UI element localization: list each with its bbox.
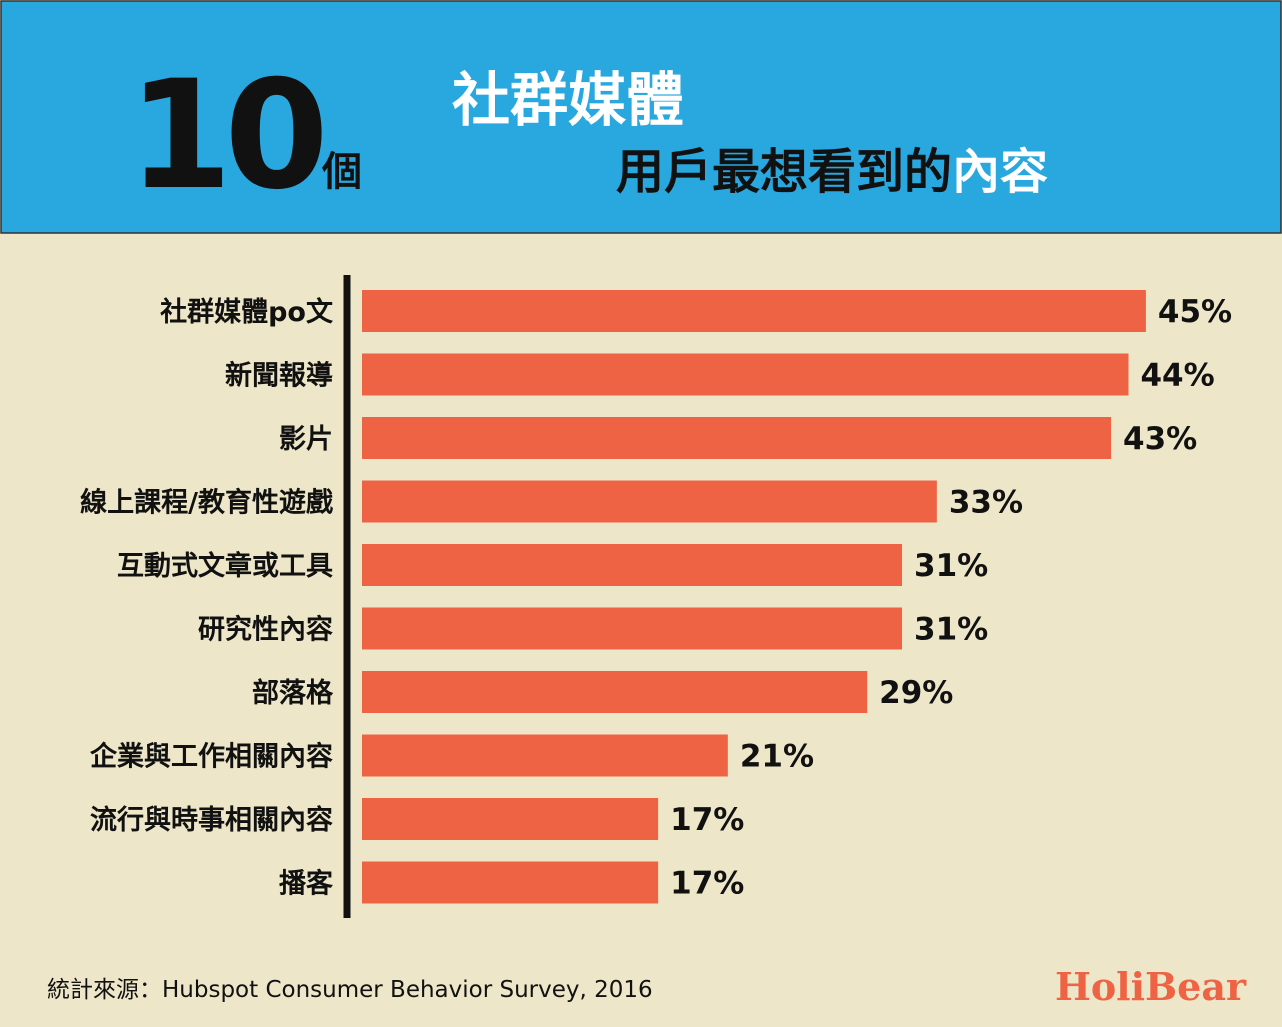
bar xyxy=(362,734,728,777)
value-label: 17% xyxy=(670,866,744,902)
header-title: 社群媒體 xyxy=(452,66,684,134)
bar xyxy=(362,798,659,840)
header-unit: 個 xyxy=(321,149,362,195)
header-number: 10 xyxy=(128,49,322,223)
header-subtitle-line: 用戶最想看到的內容 xyxy=(616,144,1048,200)
bar xyxy=(362,290,1146,332)
category-label: 部落格 xyxy=(252,677,334,709)
value-label: 33% xyxy=(949,485,1023,521)
header-subtitle: 用戶最想看到的 xyxy=(616,144,952,200)
value-label: 17% xyxy=(670,802,744,838)
bar xyxy=(362,480,937,523)
category-label: 研究性內容 xyxy=(198,614,333,646)
value-label: 29% xyxy=(879,675,953,711)
category-label: 影片 xyxy=(279,424,333,455)
source-note: 統計來源：Hubspot Consumer Behavior Survey, 2… xyxy=(47,977,653,1003)
value-label: 31% xyxy=(914,548,988,584)
bar xyxy=(362,417,1112,459)
category-label: 新聞報導 xyxy=(225,360,333,392)
bar xyxy=(362,671,868,713)
value-label: 45% xyxy=(1158,294,1232,330)
header-subtitle-highlight: 內容 xyxy=(952,144,1048,200)
bar xyxy=(362,607,903,650)
bar xyxy=(362,861,659,904)
value-label: 44% xyxy=(1140,358,1214,394)
category-label: 社群媒體po文 xyxy=(160,296,334,328)
header-band xyxy=(0,0,1282,234)
value-label: 21% xyxy=(740,739,814,775)
category-label: 線上課程/教育性遊戲 xyxy=(80,487,333,519)
brand-logo: HoliBear xyxy=(1055,964,1247,1009)
bar xyxy=(362,353,1129,396)
bar xyxy=(362,544,903,586)
category-label: 互動式文章或工具 xyxy=(117,550,333,582)
category-label: 企業與工作相關內容 xyxy=(90,741,333,773)
value-label: 43% xyxy=(1123,421,1197,457)
category-label: 播客 xyxy=(279,868,334,900)
value-label: 31% xyxy=(914,612,988,648)
category-label: 流行與時事相關內容 xyxy=(90,804,333,836)
